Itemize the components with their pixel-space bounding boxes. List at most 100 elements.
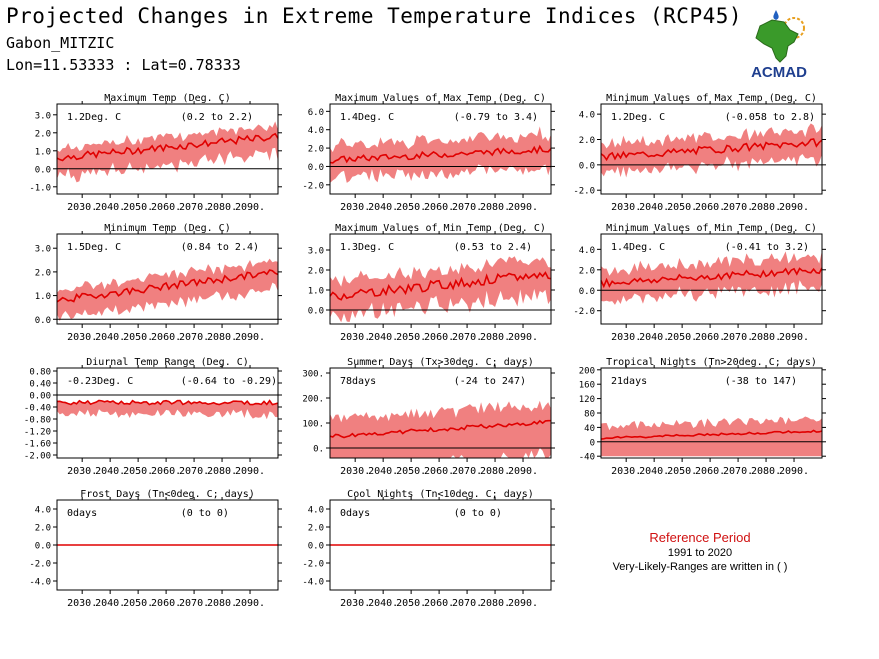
x-tick-label: 2040. <box>368 598 398 609</box>
uncertainty-band <box>601 416 822 457</box>
x-tick-label: 2080. <box>480 202 510 213</box>
reference-years: 1991 to 2020 <box>667 547 733 559</box>
x-tick-label: 2050. <box>123 332 153 343</box>
y-tick-label: 0.0 <box>308 307 324 317</box>
uncertainty-band <box>57 121 278 183</box>
y-tick-label: -1.20 <box>24 428 51 438</box>
y-tick-label: 160 <box>579 381 595 391</box>
x-tick-label: 2030. <box>340 332 370 343</box>
y-tick-label: 2.0 <box>308 267 324 277</box>
likely-range: (0.2 to 2.2) <box>181 112 253 123</box>
y-tick-label: -2.0 <box>573 187 595 197</box>
x-tick-label: 2080. <box>480 466 510 477</box>
logo-text: ACMAD <box>751 64 807 80</box>
x-tick-label: 2070. <box>452 466 482 477</box>
uncertainty-band <box>57 399 278 420</box>
x-tick-label: 2070. <box>452 332 482 343</box>
uncertainty-band <box>601 250 822 305</box>
x-tick-label: 2060. <box>695 466 725 477</box>
x-tick-label: 2090. <box>508 332 538 343</box>
uncertainty-band <box>330 126 551 184</box>
y-tick-label: 3.0 <box>35 245 51 255</box>
median-line <box>56 132 279 162</box>
chart-panel: 4.02.00.0-2.02030.2040.2050.2060.2070.20… <box>573 93 826 213</box>
x-tick-label: 2040. <box>368 202 398 213</box>
x-tick-label: 2040. <box>639 202 669 213</box>
plot-frame <box>56 103 279 195</box>
y-tick-label: 200. <box>302 395 324 405</box>
x-tick-label: 2050. <box>123 598 153 609</box>
plot-frame <box>329 103 552 195</box>
x-tick-label: 2070. <box>179 332 209 343</box>
chart-panel: 3.0 2.0 1.0 0.0 2030.2040.2050.2060.2070.208… <box>308 223 555 343</box>
y-tick-label: 300. <box>302 370 324 380</box>
x-tick-label: 2050. <box>396 598 426 609</box>
likely-range: (0 to 0) <box>454 508 502 519</box>
x-tick-label: 2030. <box>340 466 370 477</box>
y-tick-label: 4.0 <box>308 126 324 136</box>
change-value: 21days <box>611 376 647 387</box>
y-tick-label: 2.0 <box>308 524 324 534</box>
y-tick-label: 4.0 <box>35 506 51 516</box>
x-tick-label: 2080. <box>480 598 510 609</box>
x-tick-label: 2030. <box>340 598 370 609</box>
chart-title: Summer Days (Tx>30deg. C; days) <box>347 357 534 368</box>
x-tick-label: 2040. <box>368 466 398 477</box>
x-tick-label: 2030. <box>611 202 641 213</box>
y-tick-label: 6.0 <box>308 108 324 118</box>
coordinates: Lon=11.53333 : Lat=0.78333 <box>6 56 241 74</box>
y-tick-label: 4.0 <box>579 111 595 121</box>
y-tick-label: 0.0 <box>35 165 51 175</box>
likely-range: (-0.41 to 3.2) <box>725 242 809 253</box>
y-tick-label: 0.0 <box>579 287 595 297</box>
y-tick-label: 0.80 <box>29 368 51 378</box>
change-value: 1.2Deg. C <box>611 112 665 123</box>
x-tick-label: 2080. <box>751 466 781 477</box>
x-tick-label: 2090. <box>235 598 265 609</box>
x-tick-label: 2070. <box>723 466 753 477</box>
y-tick-label: -4.0 <box>29 578 51 588</box>
acmad-logo: ACMAD <box>751 10 807 80</box>
x-tick-label: 2040. <box>95 332 125 343</box>
median-line <box>56 269 279 303</box>
x-tick-label: 2080. <box>207 466 237 477</box>
chart-panel: 4.0 2.0 0.0 -2.0 -4.0 2030.2040.2050.2060.207… <box>302 489 555 609</box>
reference-note: Reference Period 1991 to 2020 Very-Likel… <box>570 530 830 573</box>
y-tick-label: 1.0 <box>35 147 51 157</box>
chart-title: Cool Nights (Tn<10deg. C; days) <box>347 489 534 500</box>
chart-panel: 6.0 4.0 2.0 0.0 -2.0 2030.2040.2050.2060.2070… <box>302 93 555 213</box>
y-tick-label: -2.0 <box>302 560 324 570</box>
x-tick-label: 2080. <box>751 202 781 213</box>
location-name: Gabon_MITZIC <box>6 34 115 52</box>
y-tick-label: 3.0 <box>308 247 324 257</box>
x-tick-label: 2030. <box>340 202 370 213</box>
x-tick-label: 2050. <box>396 332 426 343</box>
x-tick-label: 2050. <box>396 202 426 213</box>
y-tick-label: 1.0 <box>308 287 324 297</box>
x-tick-label: 2080. <box>207 598 237 609</box>
x-tick-label: 2070. <box>723 332 753 343</box>
median-line <box>329 144 552 164</box>
y-tick-label: 80 <box>584 410 595 420</box>
y-tick-label: -2.0 <box>29 560 51 570</box>
x-tick-label: 2090. <box>508 466 538 477</box>
x-tick-label: 2030. <box>67 202 97 213</box>
plot-frame <box>329 233 552 325</box>
median-line <box>600 138 823 162</box>
y-tick-label: -1.0 <box>29 183 51 193</box>
x-tick-label: 2060. <box>151 466 181 477</box>
x-tick-label: 2060. <box>424 466 454 477</box>
y-tick-label: 4.0 <box>579 246 595 256</box>
y-tick-label: -2.00 <box>24 452 51 462</box>
y-tick-label: 0.0 <box>35 316 51 326</box>
y-tick-label: -0.40 <box>24 404 51 414</box>
change-value: -0.23Deg. C <box>67 376 133 387</box>
chart-title: Minimum Values of Min Temp (Deg. C) <box>606 223 817 234</box>
ranges-note: Very-Likely-Ranges are written in ( ) <box>612 561 788 573</box>
x-tick-label: 2050. <box>667 332 697 343</box>
plot-frame <box>56 367 279 459</box>
chart-title: Tropical Nights (Tn>20deg. C; days) <box>606 357 817 368</box>
y-tick-label: 0. <box>313 445 324 455</box>
plot-frame <box>329 367 552 459</box>
x-tick-label: 2070. <box>179 202 209 213</box>
